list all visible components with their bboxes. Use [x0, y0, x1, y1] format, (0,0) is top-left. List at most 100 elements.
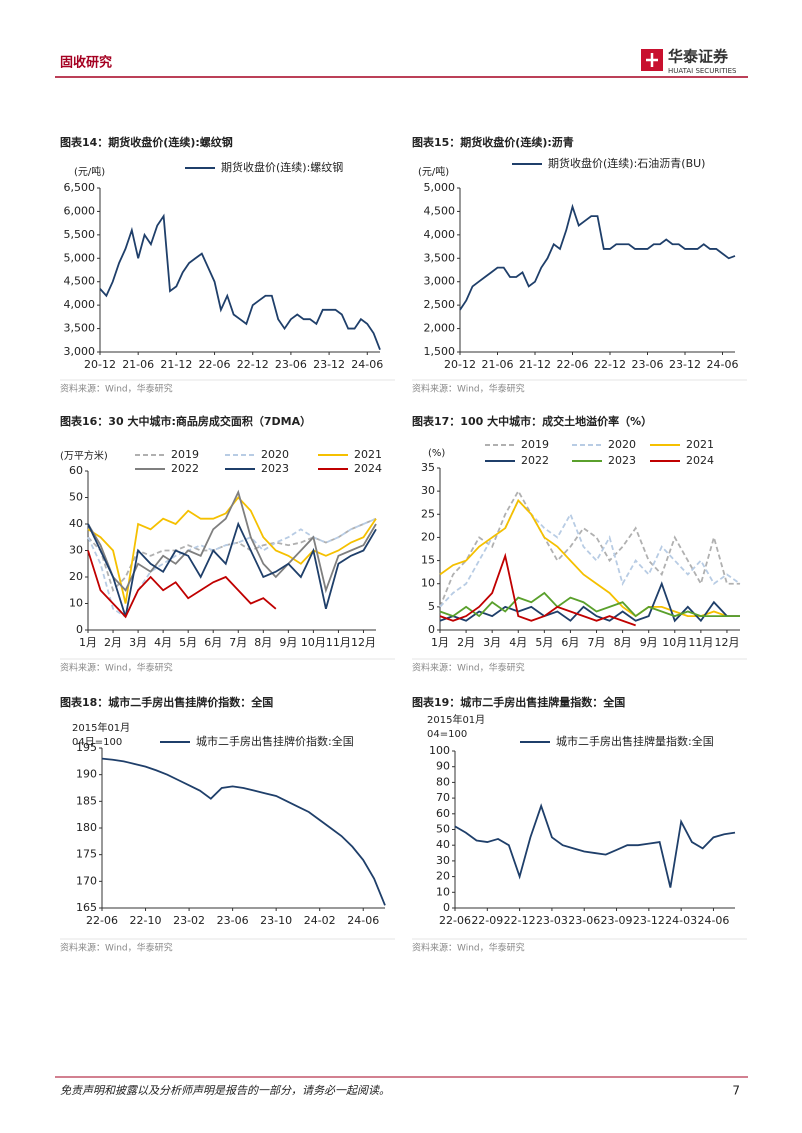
x-tick-label: 23-10: [260, 914, 292, 927]
y-tick-label: 15: [421, 554, 435, 567]
chart-title: 图表16：30 大中城市:商品房成交面积（7DMA）: [60, 414, 311, 428]
y-tick-label: 6,000: [64, 204, 96, 217]
x-tick-label: 24-06: [351, 358, 383, 371]
y-tick-label: 25: [421, 507, 435, 520]
y-tick-label: 3,500: [64, 322, 96, 335]
x-tick-label: 21-06: [482, 358, 514, 371]
y-axis-label: 04=100: [427, 729, 467, 740]
logo-en: HUATAI SECURITIES: [668, 67, 737, 75]
y-tick-label: 5,000: [64, 251, 96, 264]
x-tick-label: 23-12: [313, 358, 345, 371]
x-tick-label: 22-12: [504, 914, 536, 927]
x-tick-label: 23-09: [601, 914, 633, 927]
chart-title: 图表18：城市二手房出售挂牌价指数：全国: [60, 695, 273, 709]
y-tick-label: 50: [69, 491, 83, 504]
series-line: [439, 498, 741, 608]
source-note: 资料来源：Wind，华泰研究: [60, 942, 173, 954]
series-line: [101, 757, 386, 906]
y-tick-label: 0: [76, 623, 83, 636]
x-tick-label: 5月: [535, 636, 553, 649]
series-line: [87, 550, 277, 619]
legend-label: 2020: [608, 438, 636, 451]
x-tick-label: 9月: [279, 636, 297, 649]
x-tick-label: 22-12: [594, 358, 626, 371]
legend-label: 期货收盘价(连续):石油沥青(BU): [548, 156, 705, 170]
y-tick-label: 10: [421, 577, 435, 590]
x-tick-label: 2月: [104, 636, 122, 649]
legend-label: 2022: [521, 454, 549, 467]
section-label: 固收研究: [60, 55, 112, 71]
y-tick-label: 20: [69, 570, 83, 583]
y-tick-label: 35: [421, 461, 435, 474]
y-tick-label: 2,000: [424, 322, 456, 335]
y-tick-label: 6,500: [64, 181, 96, 194]
x-tick-label: 24-02: [304, 914, 336, 927]
legend-label: 城市二手房出售挂牌量指数:全国: [556, 734, 714, 748]
x-tick-label: 24-06: [347, 914, 379, 927]
y-tick-label: 180: [76, 821, 97, 834]
x-tick-label: 1月: [431, 636, 449, 649]
y-tick-label: 5,000: [424, 181, 456, 194]
x-tick-label: 12月: [714, 636, 739, 649]
source-note: 资料来源：Wind，华泰研究: [412, 662, 525, 674]
chart-title: 图表15：期货收盘价(连续):沥青: [412, 135, 574, 149]
legend-label: 2020: [261, 448, 289, 461]
x-tick-label: 21-12: [519, 358, 551, 371]
y-axis-label: 2015年01月: [72, 721, 130, 734]
x-tick-label: 24-06: [697, 914, 729, 927]
legend-label: 2023: [608, 454, 636, 467]
x-tick-label: 7月: [588, 636, 606, 649]
y-axis-label: (%): [428, 448, 445, 459]
disclaimer: 免责声明和披露以及分析师声明是报告的一部分，请务必一起阅读。: [60, 1084, 390, 1097]
y-tick-label: 0: [428, 623, 435, 636]
y-tick-label: 30: [69, 544, 83, 557]
y-tick-label: 30: [436, 854, 450, 867]
legend-label: 2019: [521, 438, 549, 451]
series-line: [439, 581, 740, 623]
y-tick-label: 1,500: [424, 345, 456, 358]
x-tick-label: 8月: [254, 636, 272, 649]
x-tick-label: 23-12: [633, 914, 665, 927]
legend-label: 期货收盘价(连续):螺纹钢: [221, 160, 343, 174]
y-tick-label: 40: [69, 517, 83, 530]
series-line: [454, 803, 736, 888]
y-tick-label: 185: [76, 794, 97, 807]
chart-title: 图表17：100 大中城市：成交土地溢价率（%）: [412, 414, 652, 428]
y-tick-label: 3,000: [424, 275, 456, 288]
y-axis-label: (元/吨): [418, 165, 449, 178]
y-tick-label: 70: [436, 791, 450, 804]
y-tick-label: 10: [69, 597, 83, 610]
page-number: 7: [732, 1084, 740, 1098]
x-tick-label: 23-06: [632, 358, 664, 371]
x-tick-label: 21-06: [122, 358, 154, 371]
x-tick-label: 22-10: [130, 914, 162, 927]
x-tick-label: 11月: [326, 636, 351, 649]
x-tick-label: 9月: [640, 636, 658, 649]
x-tick-label: 22-06: [439, 914, 471, 927]
series-line: [439, 552, 636, 627]
logo-glyph: [646, 53, 658, 67]
y-tick-label: 4,000: [424, 228, 456, 241]
y-axis-label: (万平方米): [60, 449, 108, 462]
series-line: [439, 498, 740, 618]
x-tick-label: 1月: [79, 636, 97, 649]
x-tick-label: 23-02: [173, 914, 205, 927]
legend-label: 2021: [354, 448, 382, 461]
x-tick-label: 22-06: [557, 358, 589, 371]
y-tick-label: 4,000: [64, 298, 96, 311]
y-tick-label: 4,500: [64, 275, 96, 288]
x-tick-label: 3月: [129, 636, 147, 649]
y-tick-label: 3,500: [424, 251, 456, 264]
x-tick-label: 4月: [509, 636, 527, 649]
y-tick-label: 90: [436, 760, 450, 773]
y-tick-label: 195: [76, 741, 97, 754]
legend-label: 2022: [171, 462, 199, 475]
y-tick-label: 100: [429, 744, 450, 757]
y-tick-label: 40: [436, 838, 450, 851]
x-tick-label: 21-12: [160, 358, 192, 371]
chart-title: 图表14：期货收盘价(连续):螺纹钢: [60, 135, 233, 149]
x-tick-label: 8月: [614, 636, 632, 649]
source-note: 资料来源：Wind，华泰研究: [412, 383, 525, 395]
y-tick-label: 5,500: [64, 228, 96, 241]
